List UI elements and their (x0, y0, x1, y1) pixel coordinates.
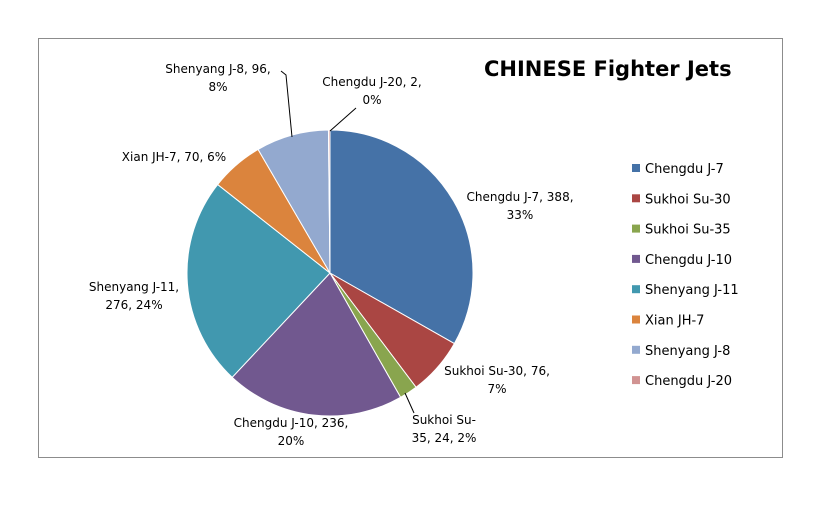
leader-line (329, 107, 357, 132)
legend-item: Shenyang J-8 (632, 344, 730, 359)
legend-item: Xian JH-7 (632, 314, 704, 329)
pie-slice-chengdu-j-20 (327, 129, 331, 274)
legend: Chengdu J-7 Sukhoi Su-30 Sukhoi Su-35 Cheng… (632, 162, 739, 389)
legend-swatch (632, 376, 640, 385)
data-label: Sukhoi Su-35, 24, 2% (412, 413, 477, 445)
data-labels: Chengdu J-7, 388, 33% Sukhoi Su-30, 76, 7% S… (89, 62, 574, 448)
legend-item: Chengdu J-7 (632, 162, 724, 177)
data-label: Chengdu J-7, 388, 33% (466, 190, 573, 222)
legend-swatch (632, 254, 640, 263)
legend-swatch (632, 194, 640, 203)
data-label: Xian JH-7, 70, 6% (122, 150, 226, 164)
legend-item: Chengdu J-20 (632, 374, 732, 389)
legend-swatch (632, 224, 640, 233)
data-label: Sukhoi Su-30, 76, 7% (444, 364, 550, 396)
pie-slices (186, 129, 474, 417)
legend-swatch (632, 164, 640, 172)
pie-slice-shenyang-j-11 (186, 183, 331, 379)
legend-label: Xian JH-7 (645, 314, 704, 329)
data-label: Chengdu J-20, 2, 0% (322, 75, 421, 107)
legend-item: Shenyang J-11 (632, 283, 739, 298)
legend-label: Sukhoi Su-35 (645, 223, 731, 238)
legend-item: Sukhoi Su-35 (632, 223, 731, 238)
data-label: Shenyang J-11, 276, 24% (89, 280, 179, 312)
legend-label: Chengdu J-7 (645, 162, 724, 177)
legend-label: Sukhoi Su-30 (645, 192, 731, 207)
legend-label: Shenyang J-11 (645, 283, 739, 298)
legend-swatch (632, 345, 640, 354)
legend-label: Chengdu J-20 (645, 374, 732, 389)
legend-swatch (632, 285, 640, 294)
chart-title: CHINESE Fighter Jets (484, 57, 732, 81)
legend-item: Chengdu J-10 (632, 253, 732, 268)
legend-label: Chengdu J-10 (645, 253, 732, 268)
legend-swatch (632, 315, 640, 324)
data-label: Chengdu J-10, 236, 20% (234, 416, 349, 448)
legend-label: Shenyang J-8 (645, 344, 730, 359)
leader-lines (280, 70, 415, 414)
leader-line (280, 70, 293, 138)
data-label: Shenyang J-8, 96, 8% (165, 62, 271, 94)
legend-item: Sukhoi Su-30 (632, 192, 731, 207)
pie-slice-chengdu-j-7 (329, 129, 474, 345)
leader-line (404, 392, 415, 414)
pie-slice-chengdu-j-10 (231, 272, 402, 417)
